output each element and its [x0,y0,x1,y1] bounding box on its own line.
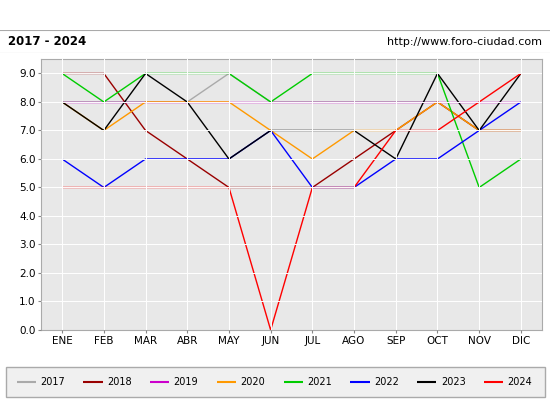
Text: 2017 - 2024: 2017 - 2024 [8,35,86,48]
Text: Evolucion del paro registrado en Amavida: Evolucion del paro registrado en Amavida [107,8,443,22]
Text: 2023: 2023 [441,377,466,387]
Text: 2021: 2021 [307,377,332,387]
Text: 2019: 2019 [174,377,199,387]
Text: 2022: 2022 [374,377,399,387]
Text: 2017: 2017 [40,377,65,387]
Text: 2024: 2024 [508,377,532,387]
Bar [6,367,544,397]
Text: 2018: 2018 [107,377,131,387]
Text: 2020: 2020 [240,377,265,387]
Text: http://www.foro-ciudad.com: http://www.foro-ciudad.com [387,37,542,47]
